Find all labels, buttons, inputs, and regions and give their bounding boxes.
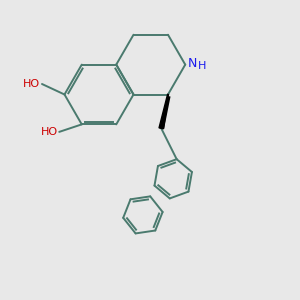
Polygon shape: [159, 94, 168, 129]
Text: H: H: [198, 61, 206, 71]
Text: HO: HO: [40, 127, 58, 137]
Text: HO: HO: [23, 79, 40, 89]
Text: N: N: [188, 57, 197, 70]
